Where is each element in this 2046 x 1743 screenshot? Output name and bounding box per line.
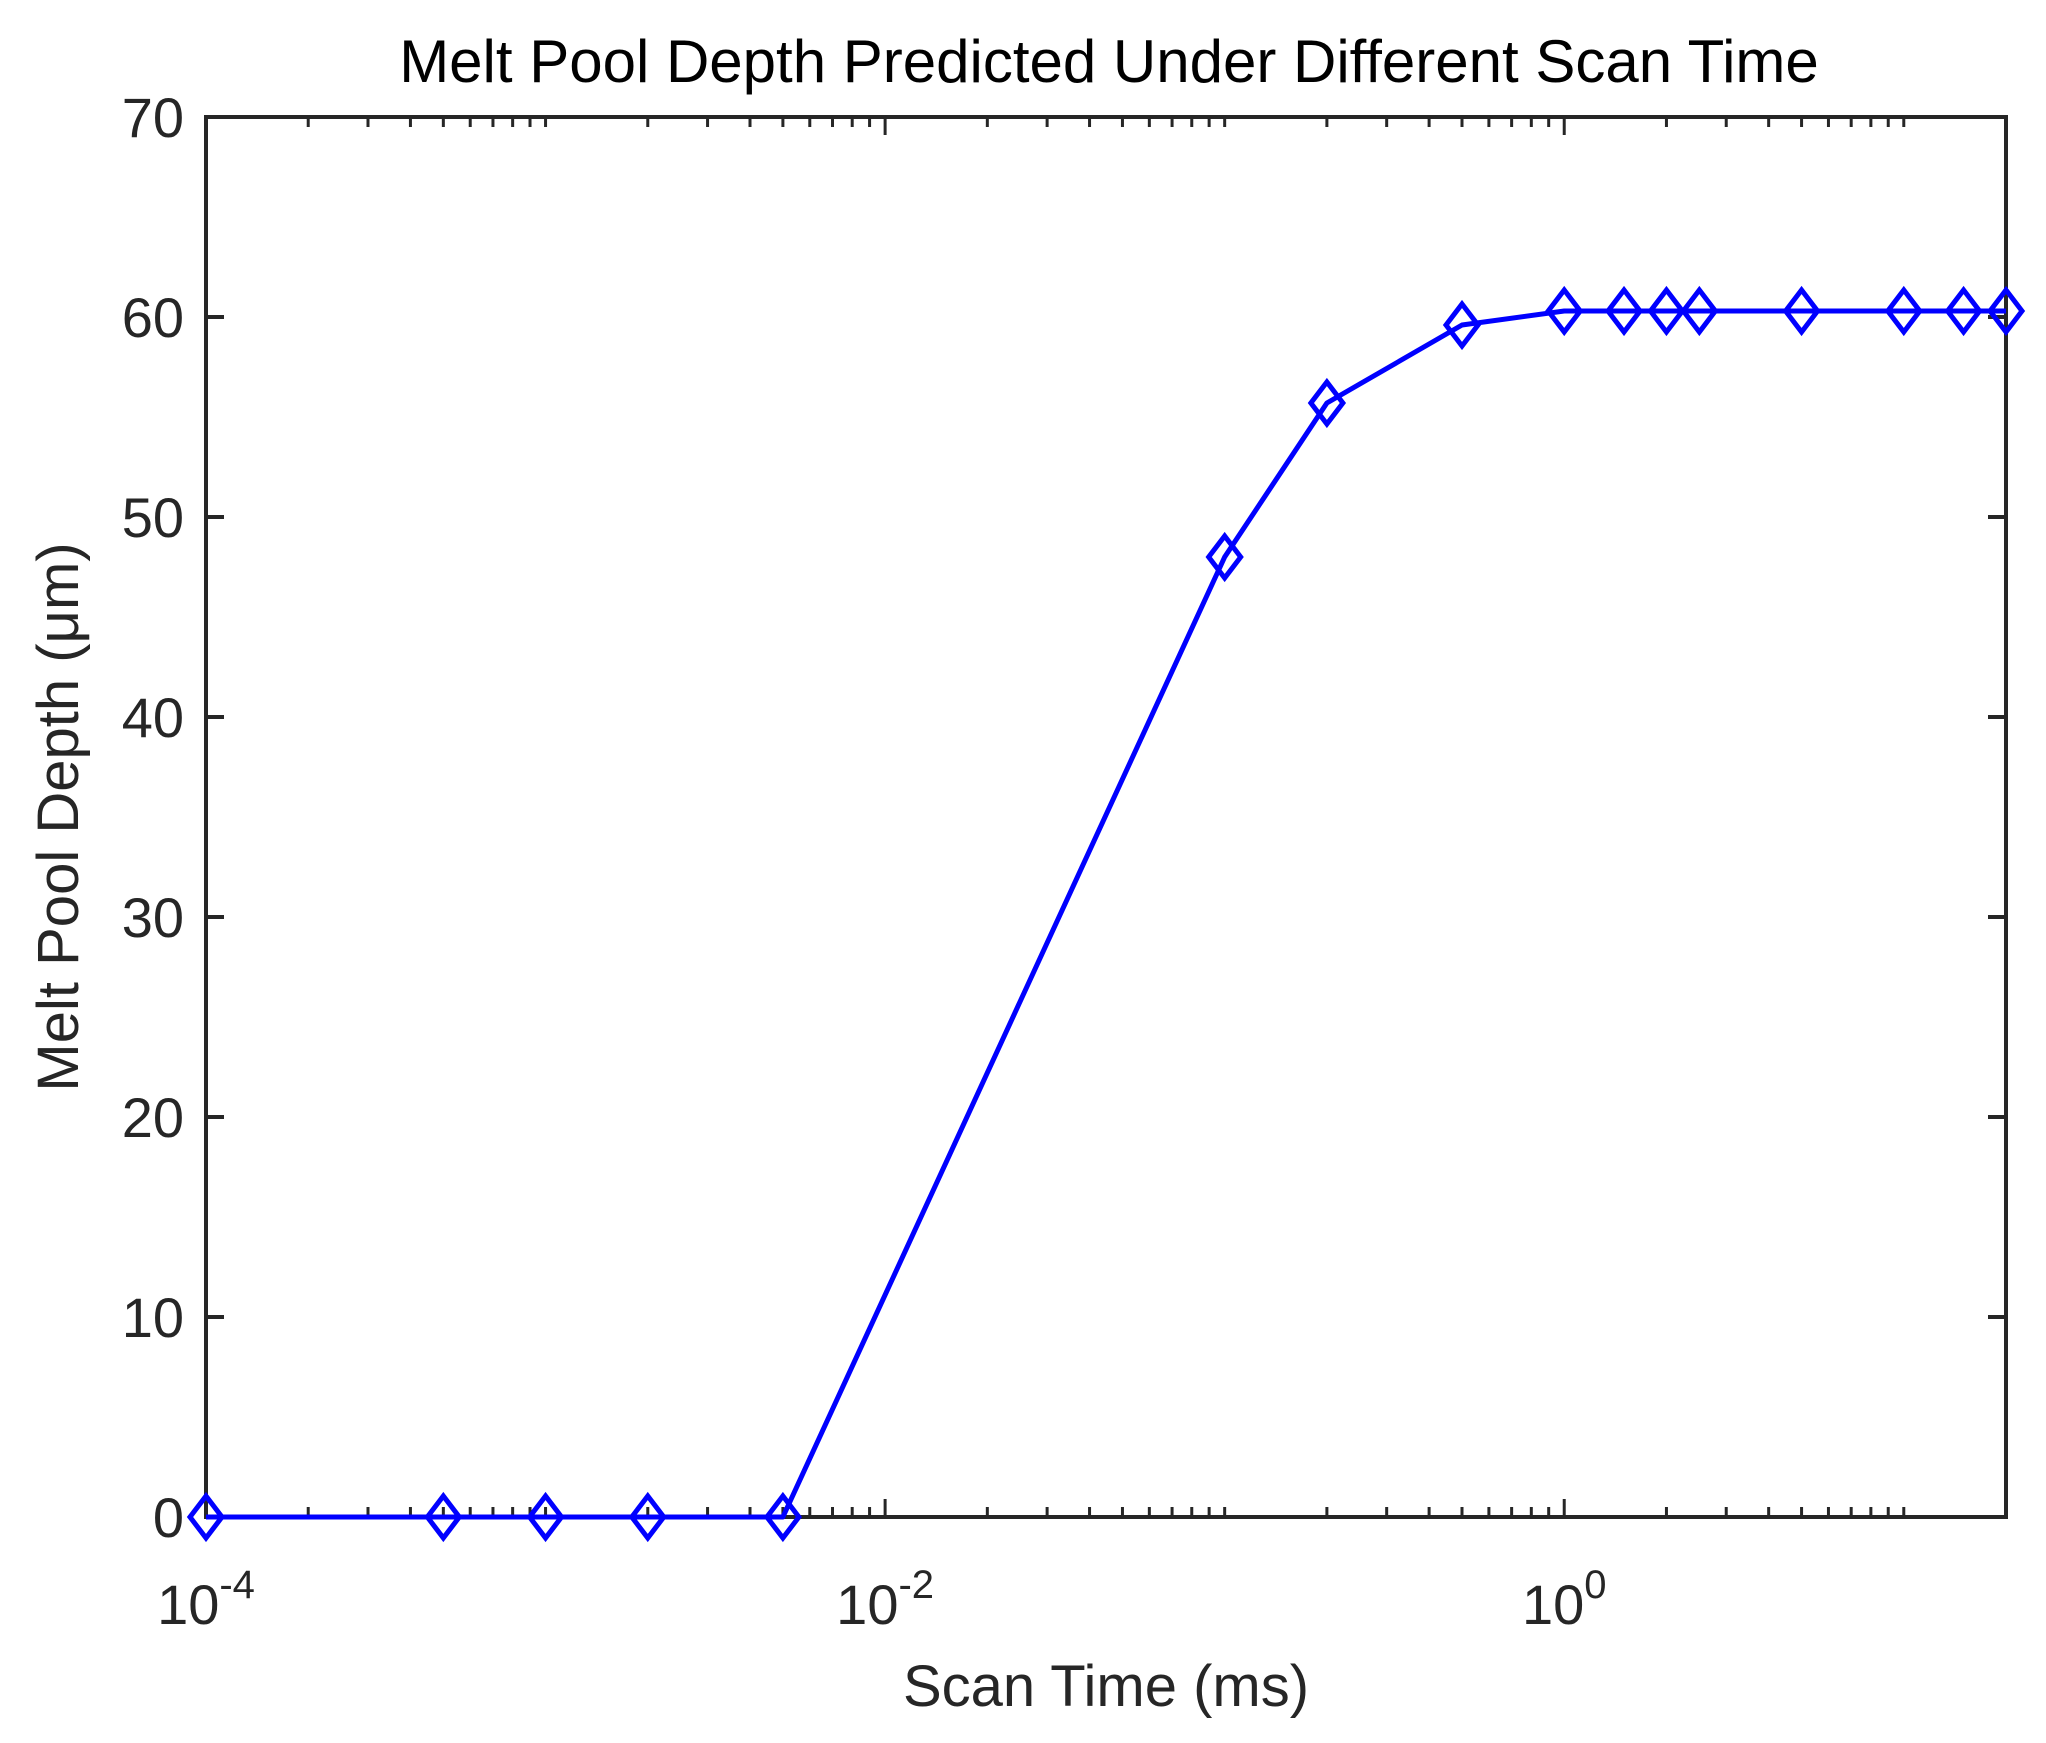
data-point-marker <box>424 1491 463 1543</box>
data-point-marker <box>763 1491 803 1543</box>
y-axis-label: Melt Pool Depth (μm) <box>26 542 91 1091</box>
chart-title: Melt Pool Depth Predicted Under Differen… <box>399 28 1819 95</box>
data-point-marker <box>1205 531 1244 583</box>
y-tick-label: 30 <box>122 886 184 949</box>
data-point-marker <box>1782 285 1821 337</box>
y-tick-label: 60 <box>122 286 184 349</box>
x-tick-label-exponent: -4 <box>219 1563 255 1607</box>
data-point-marker <box>1680 285 1719 337</box>
y-tick-label: 0 <box>153 1486 184 1549</box>
x-axis-tick-labels: 10-4 10-2 100 <box>157 1563 1606 1636</box>
data-point-marker <box>1944 285 1983 337</box>
x-tick-label-base: 10 <box>836 1573 898 1636</box>
x-tick-label-exponent: -2 <box>898 1563 934 1607</box>
data-point-marker <box>1884 285 1923 337</box>
data-point-marker <box>1307 377 1347 429</box>
x-axis-label: Scan Time (ms) <box>903 1654 1309 1719</box>
y-tick-label: 10 <box>122 1286 184 1349</box>
x-tick-label: 100 <box>1522 1563 1607 1636</box>
y-tick-label: 40 <box>122 686 184 749</box>
x-tick-label-base: 10 <box>1522 1573 1584 1636</box>
y-tick-label: 50 <box>122 486 184 549</box>
x-tick-label-base: 10 <box>157 1573 219 1636</box>
data-point-marker <box>628 1491 667 1543</box>
data-point-marker <box>1442 299 1482 351</box>
x-tick-label: 10-2 <box>836 1563 934 1636</box>
series-line <box>206 308 2006 1520</box>
series-layer <box>186 285 2026 1543</box>
data-point-marker <box>1545 285 1584 337</box>
x-tick-label-exponent: 0 <box>1584 1563 1606 1607</box>
axes-frame <box>204 115 2008 1519</box>
y-tick-label: 70 <box>122 86 184 149</box>
data-point-marker <box>1604 285 1644 337</box>
data-point-marker <box>1986 285 2026 337</box>
data-point-marker <box>1647 285 1686 337</box>
y-axis-tick-labels: 0 10 20 30 40 50 60 70 <box>122 86 184 1549</box>
x-axis-ticks <box>204 117 2008 1517</box>
x-tick-label: 10-4 <box>157 1563 255 1636</box>
data-point-marker <box>186 1491 226 1543</box>
y-tick-label: 20 <box>122 1086 184 1149</box>
data-point-marker <box>526 1491 565 1543</box>
